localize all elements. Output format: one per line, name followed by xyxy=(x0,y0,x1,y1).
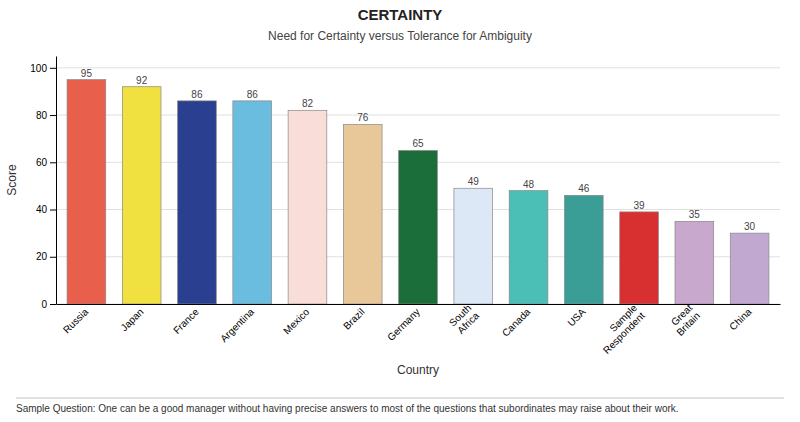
x-axis: Russia Japan France Argentina Mexico Brazil Ge… xyxy=(57,302,781,356)
y-tick: 80 xyxy=(36,110,56,121)
y-tick-mark xyxy=(50,257,56,258)
x-tick: USA xyxy=(565,306,588,329)
y-tick-label: 80 xyxy=(36,110,48,121)
x-axis-title: Country xyxy=(397,363,439,377)
y-axis-title: Score xyxy=(5,164,19,196)
bar xyxy=(343,124,382,304)
footnote: Sample Question: One can be a good manag… xyxy=(16,403,679,414)
bar xyxy=(620,212,659,304)
y-tick: 20 xyxy=(36,251,56,262)
x-tick: Mexico xyxy=(281,306,311,336)
data-label: 82 xyxy=(302,98,314,109)
y-tick: 40 xyxy=(36,204,56,215)
y-tick: 100 xyxy=(30,63,56,74)
bar xyxy=(178,101,217,304)
bar xyxy=(730,233,769,304)
bar xyxy=(454,188,493,304)
data-labels: 95 92 86 86 82 76 65 49 48 46 39 35 30 xyxy=(81,68,756,233)
title: CERTAINTY xyxy=(358,6,443,23)
x-axis-line xyxy=(57,304,781,305)
y-tick-label: 100 xyxy=(30,63,47,74)
bars xyxy=(67,80,769,304)
y-tick-label: 40 xyxy=(36,204,48,215)
x-tick: SampleRespondent xyxy=(593,302,647,356)
x-tick-label: GreatBritain xyxy=(667,302,703,338)
bar xyxy=(233,101,272,304)
data-label: 48 xyxy=(523,179,535,190)
x-tick-label: Canada xyxy=(500,306,533,339)
x-tick-label: Mexico xyxy=(281,306,311,336)
data-label: 86 xyxy=(191,89,203,100)
data-label: 86 xyxy=(247,89,259,100)
y-tick: 0 xyxy=(41,299,56,310)
bar xyxy=(288,110,327,304)
bar xyxy=(67,80,106,304)
data-label: 95 xyxy=(81,68,93,79)
data-label: 92 xyxy=(136,75,148,86)
bar xyxy=(564,195,603,304)
subtitle: Need for Certainty versus Tolerance for … xyxy=(268,29,532,43)
x-tick: China xyxy=(727,306,754,333)
data-label: 65 xyxy=(412,138,424,149)
y-tick-mark xyxy=(50,68,56,69)
data-label: 30 xyxy=(744,221,756,232)
chart: CERTAINTY Need for Certainty versus Toler… xyxy=(0,0,800,422)
y-tick-label: 60 xyxy=(36,157,48,168)
x-tick: Canada xyxy=(500,306,533,339)
y-tick: 60 xyxy=(36,157,56,168)
bar xyxy=(122,87,161,304)
data-label: 46 xyxy=(578,183,590,194)
x-tick: SouthAfrica xyxy=(447,302,481,336)
x-tick-label: Argentina xyxy=(218,306,256,344)
y-tick-mark xyxy=(50,115,56,116)
y-tick-mark xyxy=(50,210,56,211)
data-label: 49 xyxy=(468,176,480,187)
grid xyxy=(56,68,780,304)
bar xyxy=(509,191,548,304)
x-tick: Germany xyxy=(385,306,422,343)
x-tick: Brazil xyxy=(341,306,366,331)
data-label: 35 xyxy=(689,209,701,220)
x-tick: GreatBritain xyxy=(667,302,703,338)
x-tick: Japan xyxy=(119,306,146,333)
bar xyxy=(399,150,438,304)
x-tick: Argentina xyxy=(218,306,256,344)
x-tick-label: Russia xyxy=(61,306,91,336)
x-tick: Russia xyxy=(61,306,91,336)
data-label: 39 xyxy=(634,200,646,211)
y-tick-label: 0 xyxy=(41,299,47,310)
x-tick-label: Brazil xyxy=(341,306,366,331)
y-axis: 0 20 40 60 80 100 xyxy=(30,57,56,310)
y-tick-label: 20 xyxy=(36,251,48,262)
y-tick-mark xyxy=(50,162,56,163)
grid-line xyxy=(56,67,780,68)
x-tick-label: SampleRespondent xyxy=(593,302,647,356)
x-tick-label: Germany xyxy=(385,306,422,343)
x-tick-label: Japan xyxy=(119,306,146,333)
y-axis-line xyxy=(56,57,57,305)
data-label: 76 xyxy=(357,112,369,123)
x-tick-label: China xyxy=(727,306,754,333)
x-tick-label: USA xyxy=(565,306,588,329)
grid-line xyxy=(56,115,780,116)
x-tick-label: France xyxy=(171,306,201,336)
bar xyxy=(675,221,714,304)
x-tick-label: SouthAfrica xyxy=(447,302,481,336)
x-tick: France xyxy=(171,306,201,336)
footnote-separator xyxy=(16,398,784,399)
y-tick-mark xyxy=(50,304,56,305)
plot: 95 92 86 86 82 76 65 49 48 46 39 35 30 0 20 40 60 80 100 Ru… xyxy=(30,57,780,356)
